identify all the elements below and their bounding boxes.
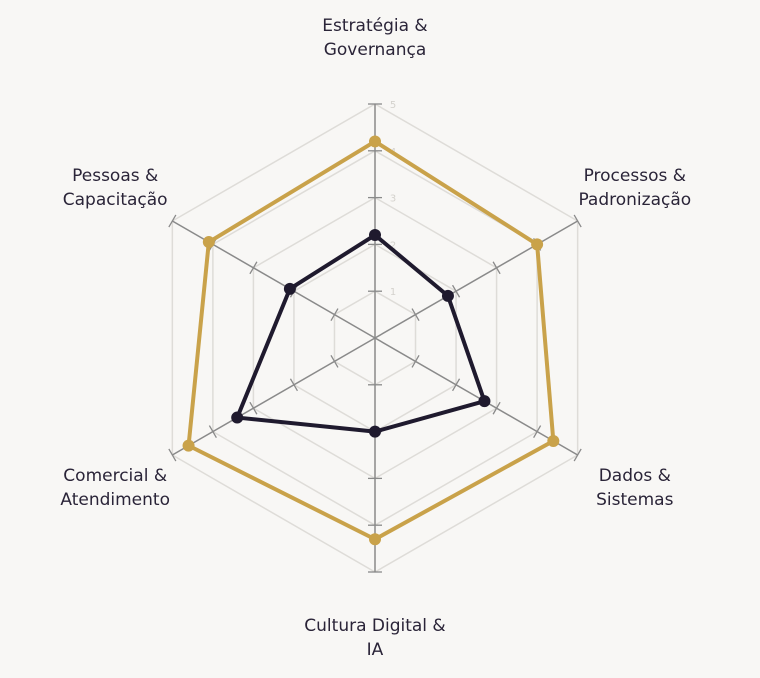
data-point — [283, 282, 296, 295]
axis-line — [374, 337, 579, 456]
data-point — [182, 439, 195, 452]
axis-line — [171, 337, 376, 456]
y-tick-label: 1 — [390, 287, 396, 298]
data-point — [202, 236, 215, 249]
axis-line — [374, 220, 579, 339]
tick-mark — [208, 425, 217, 438]
tick-mark — [168, 214, 177, 228]
series-area — [235, 233, 487, 434]
axis-label: Cultura Digital & IA — [304, 616, 446, 660]
tick-mark — [289, 378, 299, 392]
axis-label: Estratégia & Governança — [322, 16, 428, 60]
data-point — [441, 289, 454, 302]
data-point — [231, 411, 244, 424]
tick-mark — [249, 401, 258, 415]
data-point — [547, 434, 560, 447]
y-tick-label: 5 — [390, 100, 396, 111]
tick-mark — [492, 401, 501, 415]
data-point — [531, 238, 544, 251]
tick-mark — [573, 214, 582, 228]
tick-mark — [451, 284, 461, 298]
tick-mark — [411, 355, 420, 368]
tick-mark — [330, 308, 339, 321]
data-point — [369, 425, 381, 438]
y-tick-label: 3 — [390, 194, 396, 205]
data-point — [369, 229, 381, 242]
axis-label: Pessoas & Capacitação — [62, 166, 168, 210]
tick-mark — [168, 448, 177, 462]
data-point — [369, 533, 381, 546]
axis-label: Comercial & Atendimento — [60, 466, 170, 510]
tick-mark — [249, 261, 258, 275]
axis-label: Dados & Sistemas — [596, 466, 674, 510]
tick-mark — [533, 425, 542, 438]
axis-label: Processos & Padronização — [578, 166, 692, 210]
data-point — [478, 395, 491, 408]
data-point — [369, 135, 381, 148]
tick-mark — [492, 261, 501, 275]
tick-mark — [573, 448, 582, 462]
tick-mark — [330, 355, 339, 368]
tick-mark — [411, 308, 420, 321]
tick-mark — [451, 378, 461, 392]
y-tick-label: 2 — [390, 240, 396, 251]
